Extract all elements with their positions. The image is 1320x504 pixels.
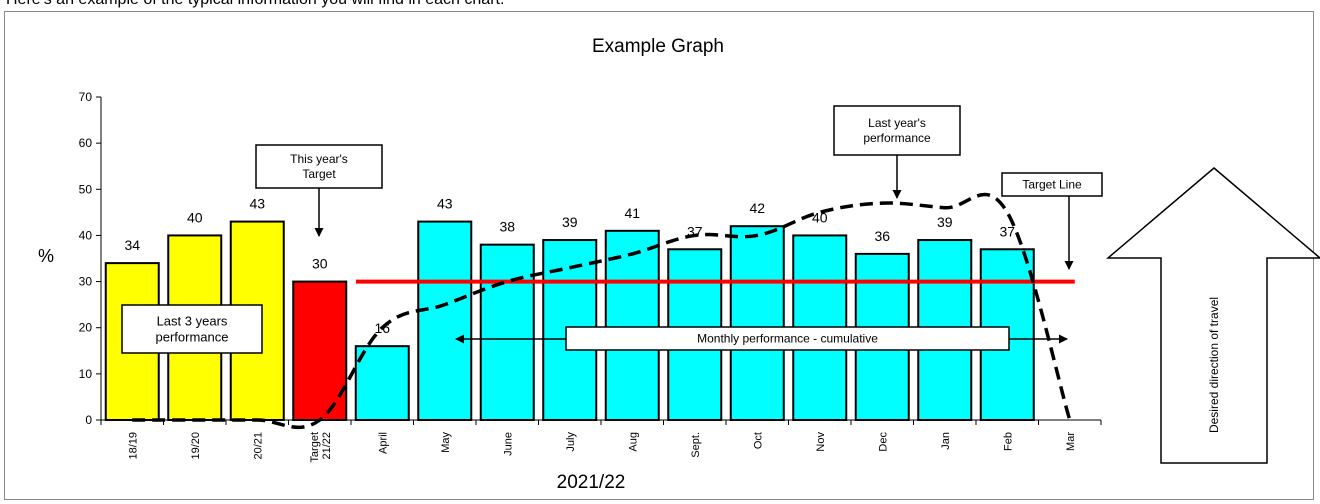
x-tick-label-line: Sept. [690, 432, 702, 458]
x-tick-label-line: Nov [815, 432, 827, 452]
bar-value-label: 34 [124, 237, 140, 253]
chart-title: Example Graph [592, 36, 724, 57]
x-tick-label-line: Jan [940, 432, 952, 450]
direction-arrow-label: Desired direction of travel [1207, 297, 1221, 433]
x-tick-label: Dec [877, 432, 889, 452]
x-tick-label-line: 18/19 [127, 432, 139, 460]
callout-last-years-performance-box [833, 105, 961, 156]
y-tick-label: 0 [85, 413, 92, 427]
x-tick-label: May [440, 432, 452, 453]
bar-value-label: 36 [874, 228, 890, 244]
callout-monthly-performance-box [565, 326, 1010, 351]
callout-this-years-target-text: Target [302, 167, 336, 181]
x-tick-label: June [502, 432, 514, 456]
bar-value-label: 39 [937, 214, 953, 230]
callout-this-years-target-text: This year's [290, 152, 348, 166]
x-tick-label: Aug [627, 432, 639, 452]
y-tick-label: 10 [79, 367, 93, 381]
x-tick-label: 20/21 [252, 432, 264, 460]
x-tick-label-line: Mar [1065, 432, 1077, 451]
intro-text: Here's an example of the typical informa… [6, 0, 504, 9]
bar-value-label: 39 [562, 214, 578, 230]
bar-value-label: 40 [187, 209, 203, 225]
last-year-performance-line [132, 192, 1072, 430]
bar-value-label: 43 [437, 196, 453, 212]
x-tick-label: July [565, 432, 577, 452]
x-tick-label: Nov [815, 432, 827, 452]
x-tick-label: Sept. [690, 432, 702, 458]
x-tick-label-line: July [565, 432, 577, 452]
x-tick-label-line: Target [309, 432, 321, 463]
y-tick-label: 30 [79, 275, 93, 289]
x-tick-label-line: 20/21 [252, 432, 264, 460]
x-tick-label: Target 21/22 [309, 432, 333, 463]
y-tick-label: 50 [79, 182, 93, 196]
x-tick-label: April [377, 432, 389, 454]
x-tick-label-line: Aug [627, 432, 639, 452]
x-tick-label-line: 19/20 [190, 432, 202, 460]
x-tick-label-line: Oct [752, 432, 764, 449]
bar-value-label: 42 [749, 200, 765, 216]
bar-value-label: 37 [999, 223, 1015, 239]
direction-arrow-text: Desired direction of travel [1207, 297, 1221, 433]
direction-arrow-shape [1105, 167, 1320, 464]
callout-target-line-box [1001, 172, 1103, 197]
bar [417, 220, 473, 421]
bar-value-label: 40 [812, 209, 828, 225]
callout-last-3-years-box [121, 304, 263, 354]
x-tick-label: 18/19 [127, 432, 139, 460]
bar-value-label: 30 [312, 256, 328, 272]
y-tick-label: 70 [79, 90, 93, 104]
y-tick-label: 20 [79, 321, 93, 335]
y-tick-label: 60 [79, 136, 93, 150]
bar-value-label: 38 [499, 219, 515, 235]
x-tick-label-line: Dec [877, 432, 889, 452]
x-tick-label: Jan [940, 432, 952, 450]
x-axis-label: 2021/22 [557, 472, 626, 493]
callout-target-line-text: Target Line [1022, 178, 1082, 192]
bar-value-label: 43 [249, 196, 265, 212]
bar [479, 243, 535, 421]
x-tick-label-line: June [502, 432, 514, 456]
bar [354, 345, 410, 421]
x-tick-label-line: April [377, 432, 389, 454]
callout-last-3-years-text: performance [156, 330, 229, 345]
x-tick-label-line: May [440, 432, 452, 453]
x-tick-label: Feb [1002, 432, 1014, 451]
bar-value-label: 41 [624, 205, 640, 221]
x-tick-label: 19/20 [190, 432, 202, 460]
y-axis-label: % [38, 246, 54, 266]
bar [292, 280, 348, 422]
callout-last-3-years-text: Last 3 years [157, 314, 228, 329]
x-tick-label-line: Feb [1002, 432, 1014, 451]
x-tick-label: Oct [752, 432, 764, 449]
callout-monthly-performance-text: Monthly performance - cumulative [697, 332, 878, 346]
y-tick-label: 40 [79, 228, 93, 242]
bar [729, 225, 785, 421]
x-tick-label-line: 21/22 [321, 432, 333, 460]
callout-last-years-performance-text: Last year's [868, 116, 926, 130]
x-tick-label: Mar [1065, 432, 1077, 451]
callout-last-years-performance-text: performance [863, 131, 931, 145]
bar [604, 229, 660, 421]
